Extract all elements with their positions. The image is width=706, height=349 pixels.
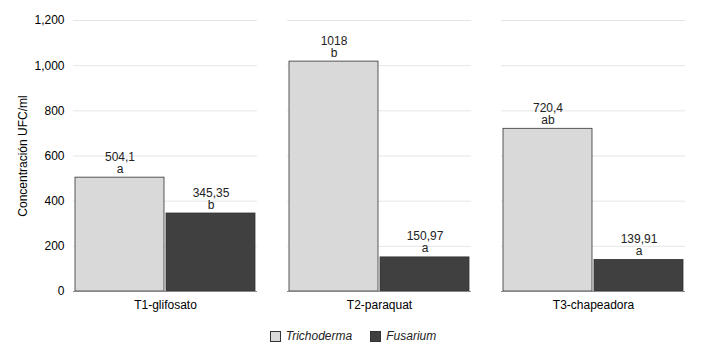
- svg-text:1,200: 1,200: [34, 13, 64, 27]
- svg-text:T2-paraquat: T2-paraquat: [347, 298, 413, 312]
- svg-text:345,35b: 345,35b: [193, 186, 230, 212]
- svg-text:800: 800: [44, 104, 64, 118]
- svg-text:Concentración UFC/ml: Concentración UFC/ml: [16, 95, 30, 216]
- svg-text:T1-glifosato: T1-glifosato: [134, 298, 197, 312]
- svg-text:400: 400: [44, 194, 64, 208]
- svg-text:T3-chapeadora: T3-chapeadora: [553, 298, 635, 312]
- svg-text:1,000: 1,000: [34, 59, 64, 73]
- svg-text:0: 0: [58, 284, 65, 298]
- html-text:Trichoderma: Trichoderma: [285, 329, 353, 343]
- svg-text:504,1a: 504,1a: [105, 150, 135, 176]
- svg-text:200: 200: [44, 239, 64, 253]
- svg-text:150,97a: 150,97a: [407, 229, 444, 255]
- svg-text:139,91a: 139,91a: [621, 232, 658, 258]
- svg-text:600: 600: [44, 149, 64, 163]
- svg-text:1018b: 1018b: [321, 34, 348, 60]
- svg-text:720,4ab: 720,4ab: [533, 101, 563, 127]
- html-text:Fusarium: Fusarium: [386, 329, 437, 343]
